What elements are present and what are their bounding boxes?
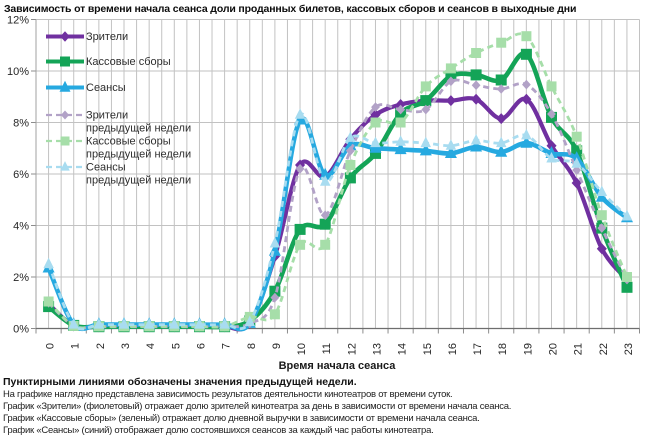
- svg-text:9: 9: [271, 343, 283, 349]
- svg-text:20: 20: [548, 343, 560, 355]
- svg-text:12%: 12%: [7, 15, 29, 27]
- svg-text:15: 15: [422, 343, 434, 355]
- svg-text:2%: 2%: [13, 272, 29, 284]
- svg-text:Время начала сеанса: Время начала сеанса: [279, 360, 397, 372]
- svg-text:6%: 6%: [13, 169, 29, 181]
- svg-text:предыдущей недели: предыдущей недели: [86, 175, 191, 187]
- svg-text:17: 17: [472, 343, 484, 355]
- svg-text:График «Кассовые сборы» (зелен: График «Кассовые сборы» (зеленый) отража…: [3, 413, 480, 424]
- svg-text:Зрители: Зрители: [86, 110, 128, 122]
- svg-text:12: 12: [346, 343, 358, 355]
- svg-text:предыдущей недели: предыдущей недели: [86, 149, 191, 161]
- svg-text:19: 19: [522, 343, 534, 355]
- svg-text:11: 11: [321, 343, 333, 354]
- svg-text:0%: 0%: [13, 324, 29, 336]
- svg-text:8: 8: [246, 343, 258, 349]
- svg-text:4%: 4%: [13, 221, 29, 233]
- svg-text:10%: 10%: [7, 66, 29, 78]
- svg-text:Кассовые сборы: Кассовые сборы: [86, 56, 171, 68]
- svg-text:1: 1: [70, 343, 82, 349]
- svg-text:Зрители: Зрители: [86, 31, 128, 43]
- svg-text:18: 18: [497, 343, 509, 355]
- svg-text:0: 0: [45, 343, 57, 349]
- svg-text:22: 22: [598, 343, 610, 355]
- svg-text:График «Зрители» (фиолетовый): График «Зрители» (фиолетовый) отражает д…: [3, 401, 511, 412]
- svg-text:Сеансы: Сеансы: [86, 82, 126, 94]
- svg-text:3: 3: [120, 343, 132, 349]
- svg-text:4: 4: [145, 343, 157, 349]
- svg-text:14: 14: [397, 343, 409, 355]
- svg-text:8%: 8%: [13, 118, 29, 130]
- svg-text:На графике наглядно представле: На графике наглядно представлена зависим…: [3, 389, 452, 400]
- svg-text:2: 2: [95, 343, 107, 349]
- svg-text:7: 7: [221, 343, 233, 349]
- svg-text:21: 21: [573, 343, 585, 355]
- svg-text:Пунктирными линиями обозначены: Пунктирными линиями обозначены значения …: [3, 376, 357, 388]
- svg-text:5: 5: [170, 343, 182, 349]
- svg-text:Сеансы: Сеансы: [86, 162, 126, 174]
- svg-text:10: 10: [296, 343, 308, 355]
- svg-text:23: 23: [623, 343, 635, 355]
- svg-text:Кассовые сборы: Кассовые сборы: [86, 136, 171, 148]
- svg-text:6: 6: [196, 343, 208, 349]
- svg-text:16: 16: [447, 343, 459, 355]
- svg-text:13: 13: [372, 343, 384, 355]
- svg-text:График «Сеансы» (синий) отобра: График «Сеансы» (синий) отображает долю …: [3, 425, 434, 435]
- svg-text:предыдущей недели: предыдущей недели: [86, 123, 191, 135]
- svg-text:Зависимость от времени начала: Зависимость от времени начала сеанса дол…: [4, 3, 576, 15]
